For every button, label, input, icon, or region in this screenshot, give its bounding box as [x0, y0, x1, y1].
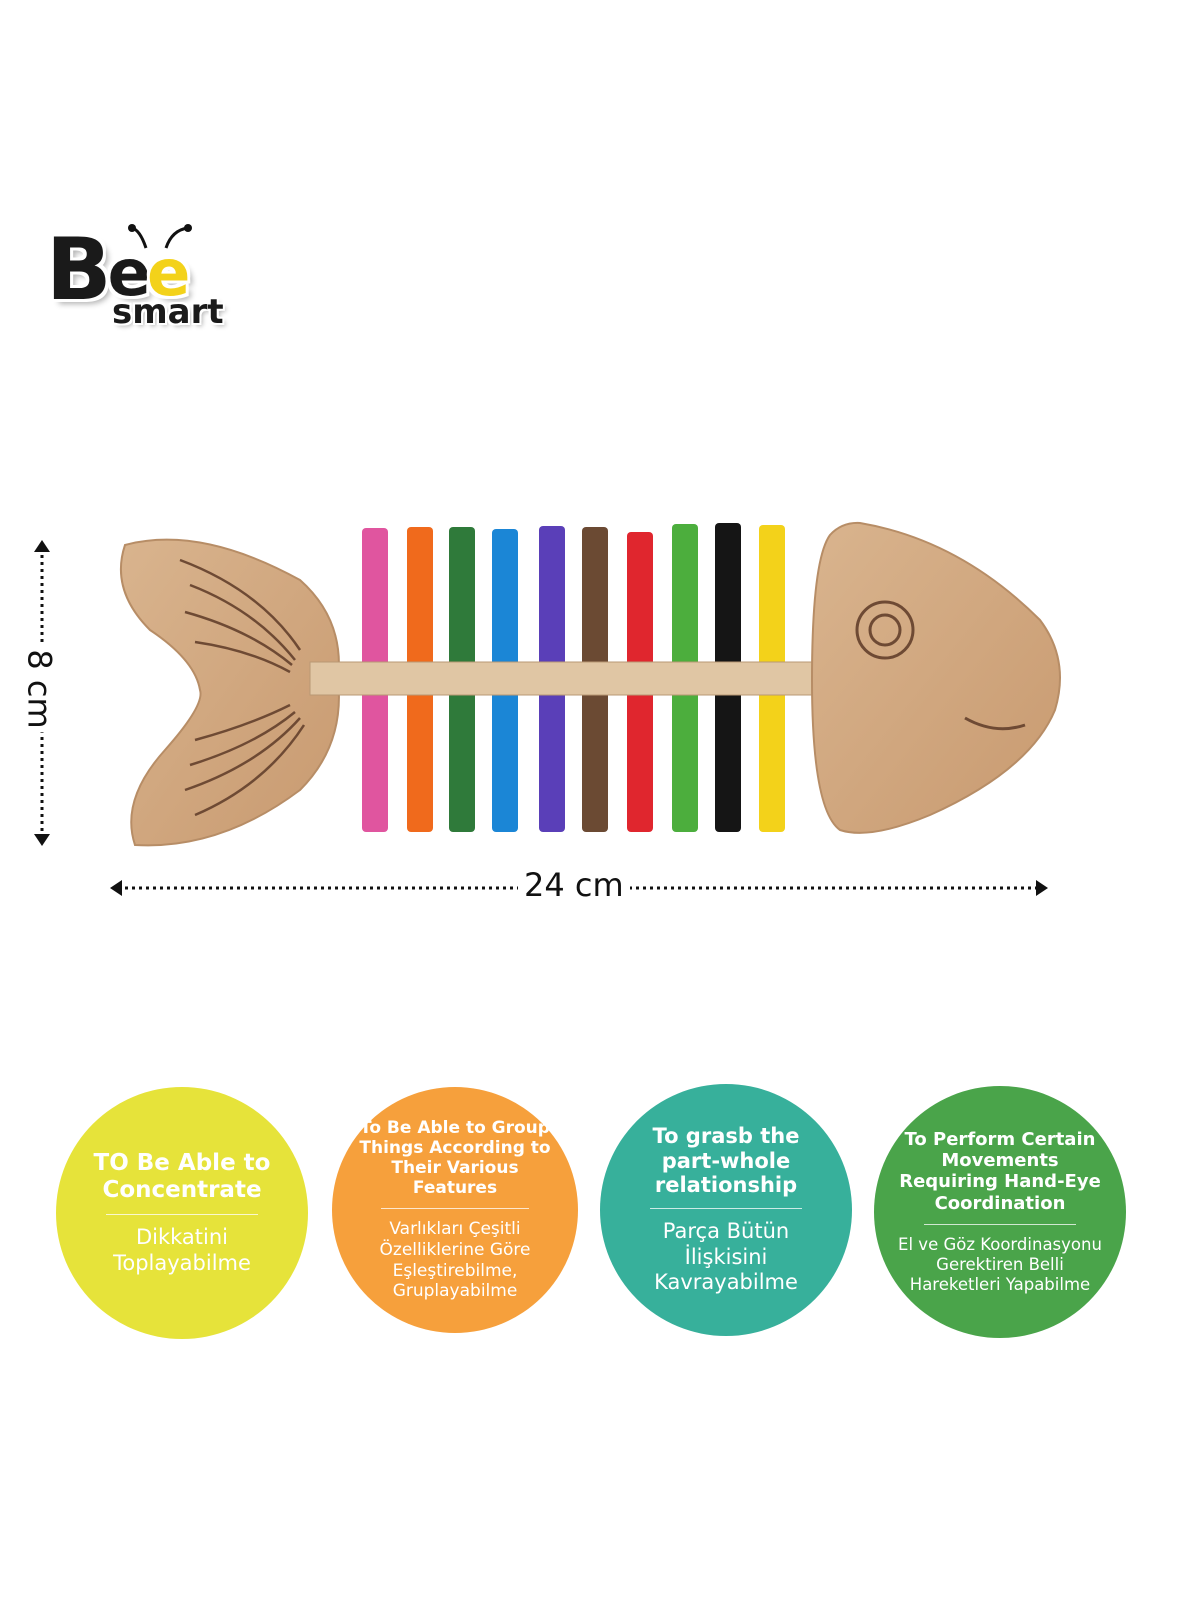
- height-label: 8 cm: [20, 645, 59, 733]
- fish-bone-toy-image: [34, 521, 1061, 896]
- benefit-turkish: Dikkatini Toplayabilme: [113, 1225, 251, 1275]
- benefit-circle: To grasb the part-whole relationship Parç…: [600, 1084, 852, 1336]
- fish-spine: [309, 661, 839, 696]
- bee-smart-logo: Bee smart: [46, 220, 224, 332]
- divider: [381, 1208, 529, 1210]
- benefit-turkish: Varlıkları Çeşitli Özelliklerine Göre Eş…: [379, 1219, 531, 1302]
- benefit-english: To grasb the part-whole relationship: [652, 1123, 800, 1198]
- width-label: 24 cm: [518, 866, 630, 904]
- divider: [106, 1214, 258, 1216]
- fish-head: [810, 521, 1061, 834]
- fish-eye-icon: [855, 600, 915, 660]
- width-dimension-arrow: [110, 880, 1048, 896]
- divider: [924, 1223, 1076, 1225]
- bee-antennae-icon: [128, 224, 192, 249]
- benefit-turkish: Parça Bütün İlişkisini Kavrayabilme: [654, 1219, 798, 1295]
- fish-smile: [964, 716, 1026, 731]
- fish-tail: [119, 538, 340, 847]
- divider: [650, 1208, 802, 1210]
- benefit-turkish: El ve Göz Koordinasyonu Gerektiren Belli…: [898, 1234, 1102, 1295]
- benefit-circle: TO Be Able to Concentrate Dikkatini Topla…: [56, 1087, 308, 1339]
- height-dimension-arrow: [34, 540, 50, 846]
- benefit-english: TO Be Able to Concentrate: [93, 1149, 271, 1203]
- benefit-english: To Be Able to Group Things According to …: [359, 1117, 551, 1199]
- benefit-circle: To Be Able to Group Things According to …: [332, 1087, 578, 1333]
- benefit-english: To Perform Certain Movements Requiring H…: [899, 1128, 1101, 1214]
- benefit-circle: To Perform Certain Movements Requiring H…: [874, 1086, 1126, 1338]
